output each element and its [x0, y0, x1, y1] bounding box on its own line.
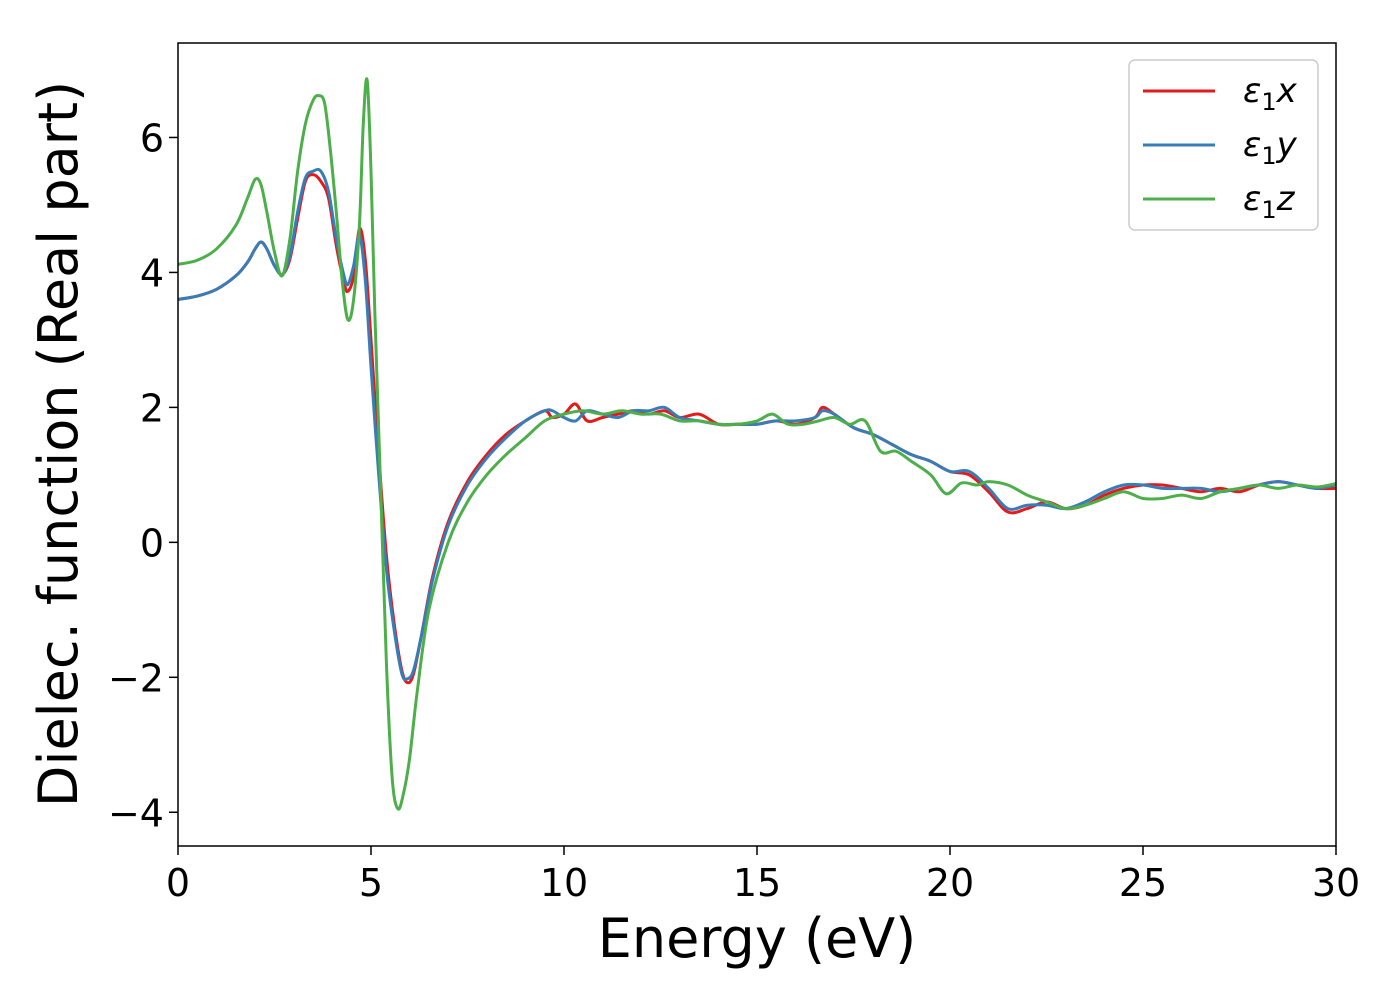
- legend: ε1x ε1y ε1z: [1128, 59, 1319, 231]
- y-tick-label: −2: [108, 656, 164, 700]
- legend-label-z: ε1z: [1243, 179, 1296, 224]
- series-line-y: [178, 167, 1336, 682]
- x-axis-title: Energy (eV): [598, 907, 917, 970]
- series-line-x: [178, 173, 1336, 685]
- y-tick-label: 4: [140, 251, 164, 295]
- series-line-z: [178, 77, 1336, 811]
- legend-box: [1128, 59, 1319, 231]
- x-axis-ticks: 0 5 10 15 20 25 30: [166, 846, 1360, 905]
- x-tick-label: 20: [926, 861, 974, 905]
- x-tick-label: 5: [359, 861, 383, 905]
- x-tick-label: 0: [166, 861, 190, 905]
- y-axis-ticks: −4 −2 0 2 4 6: [108, 116, 178, 835]
- x-tick-label: 30: [1312, 861, 1360, 905]
- series-layer: [178, 77, 1336, 811]
- y-tick-label: 0: [140, 521, 164, 565]
- y-axis-title: Dielec. function (Real part): [27, 81, 90, 807]
- y-tick-label: 6: [140, 116, 164, 160]
- y-tick-label: −4: [108, 791, 164, 835]
- legend-label-x: ε1x: [1243, 71, 1298, 116]
- legend-label-y: ε1y: [1243, 125, 1298, 170]
- x-tick-label: 10: [540, 861, 588, 905]
- x-tick-label: 15: [733, 861, 781, 905]
- y-tick-label: 2: [140, 386, 164, 430]
- x-tick-label: 25: [1119, 861, 1167, 905]
